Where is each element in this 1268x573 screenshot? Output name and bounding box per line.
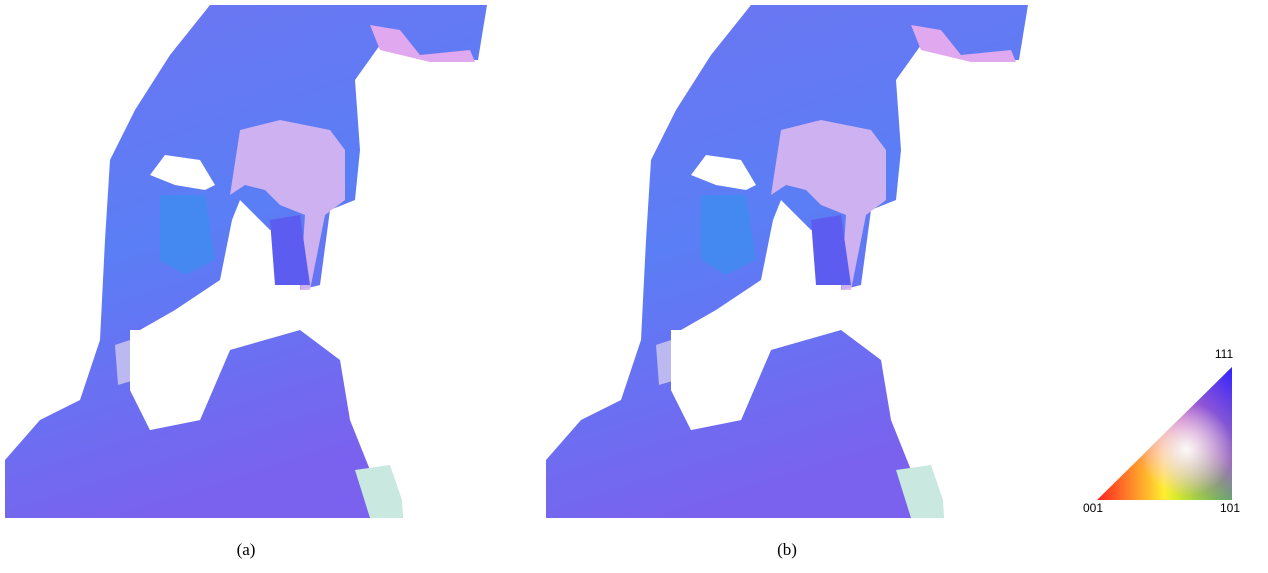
key-label: 111 <box>1215 347 1234 361</box>
panel-b-map <box>546 5 1028 518</box>
color-key: 111 001 101 <box>1083 347 1240 515</box>
caption: (a) <box>237 540 256 559</box>
key-label: 001 <box>1083 501 1103 515</box>
panel-a-map <box>5 5 487 518</box>
key-label: 101 <box>1220 501 1240 515</box>
key-white <box>1097 367 1232 500</box>
caption: (b) <box>777 540 797 559</box>
